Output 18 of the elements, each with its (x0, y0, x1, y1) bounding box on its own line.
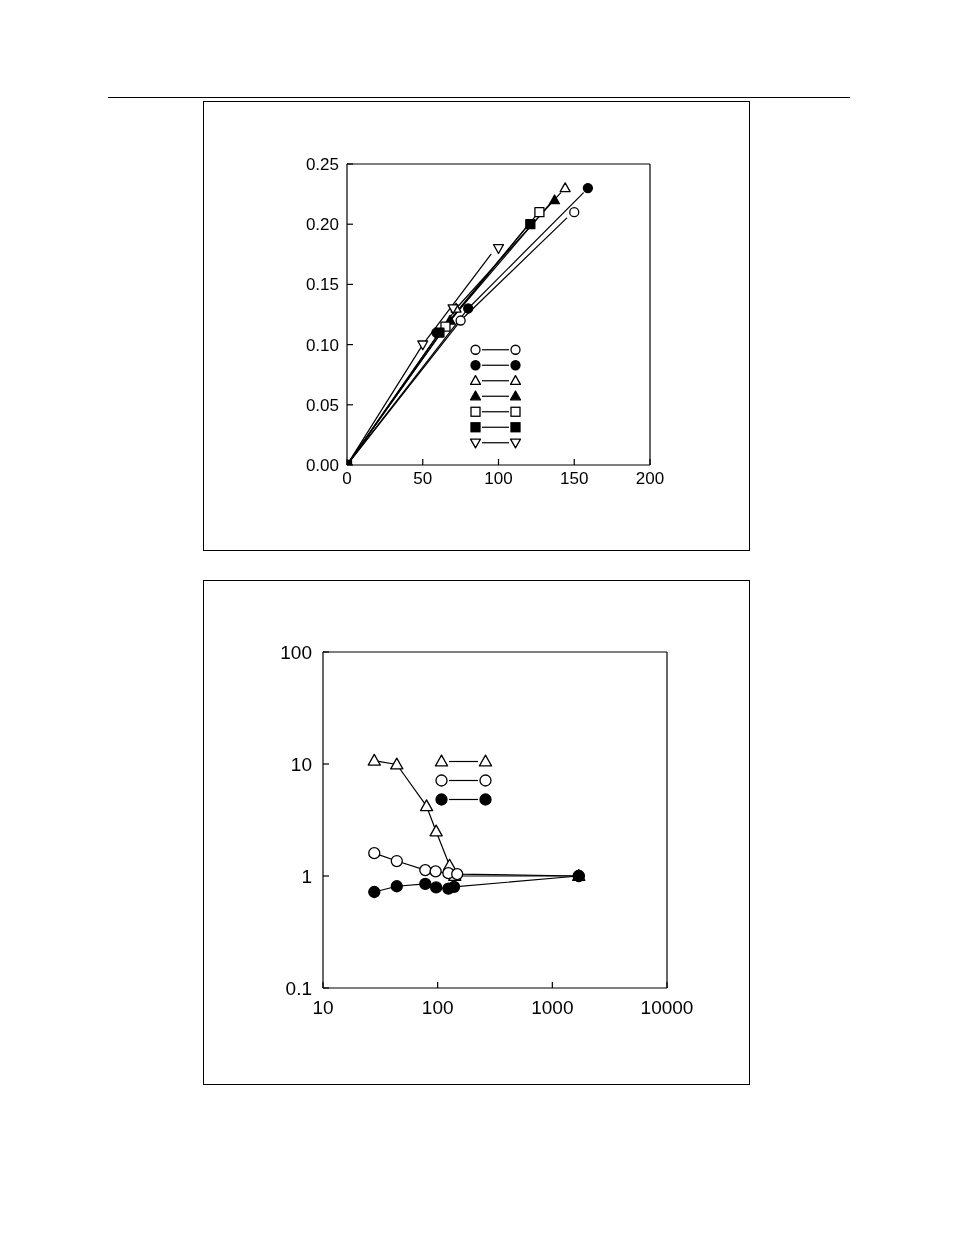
y-tick-label: 0.25 (305, 155, 339, 175)
x-tick-label: 200 (635, 469, 665, 489)
y-tick-label: 0.15 (305, 275, 339, 295)
x-tick-label: 1000 (531, 997, 574, 1019)
y-tick-label: 1 (301, 865, 312, 887)
y-tick-label: 10 (290, 753, 312, 775)
x-tick-label: 150 (560, 469, 589, 489)
y-tick-label: 0.05 (305, 395, 339, 415)
y-tick-label: 0.10 (305, 335, 339, 355)
x-tick-label: 0 (342, 469, 352, 489)
x-tick-label: 100 (484, 469, 513, 489)
y-tick-label: 0.00 (305, 456, 339, 476)
x-tick-label: 10000 (640, 997, 694, 1019)
x-tick-label: 100 (421, 997, 454, 1019)
y-tick-label: 100 (280, 641, 312, 663)
x-tick-label: 50 (413, 469, 433, 489)
y-tick-label: 0.20 (305, 215, 339, 235)
y-tick-label: 0.1 (285, 977, 312, 999)
